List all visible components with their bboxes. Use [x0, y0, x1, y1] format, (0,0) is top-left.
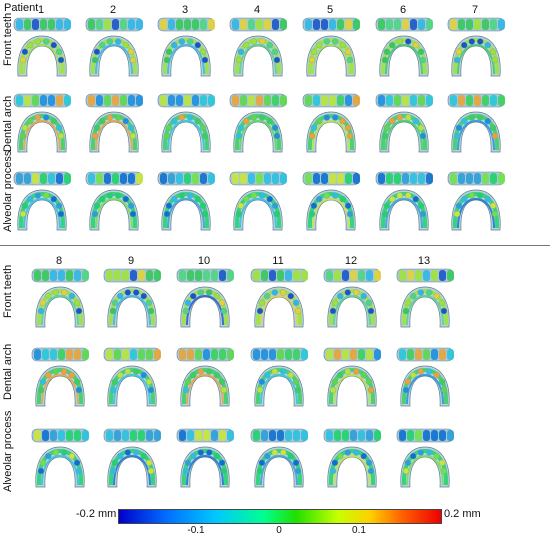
- colorbar-max-label: 0.2 mm: [444, 508, 481, 520]
- arch-deviation-map: [100, 427, 164, 491]
- patient-number: 11: [272, 255, 284, 267]
- patient-number: 4: [253, 4, 261, 16]
- patient-number: 13: [417, 255, 431, 267]
- colorbar-tick: 0: [276, 525, 282, 536]
- arch-deviation-map: [247, 427, 311, 491]
- patient-number: 9: [127, 255, 135, 267]
- arch-deviation-map: [444, 16, 508, 80]
- arch-deviation-map: [393, 346, 457, 410]
- arch-deviation-map: [10, 16, 74, 80]
- arch-deviation-map: [247, 267, 311, 331]
- arch-deviation-map: [320, 346, 384, 410]
- row-label: Alveolar process: [2, 150, 14, 232]
- patient-number: 7: [471, 4, 479, 16]
- arch-deviation-map: [372, 170, 436, 234]
- arch-deviation-map: [226, 16, 290, 80]
- patient-number: 1: [37, 4, 45, 16]
- arch-deviation-map: [28, 267, 92, 331]
- arch-deviation-map: [82, 170, 146, 234]
- patient-number: 12: [344, 255, 358, 267]
- row-label: Dental arch: [2, 343, 14, 400]
- row-label: Alveolar process: [2, 410, 14, 492]
- arch-deviation-map: [28, 427, 92, 491]
- arch-deviation-map: [100, 267, 164, 331]
- arch-deviation-map: [154, 92, 218, 156]
- row-label: Front teeth: [2, 12, 14, 66]
- row-label: Front teeth: [2, 264, 14, 318]
- arch-deviation-map: [100, 346, 164, 410]
- arch-deviation-map: [444, 92, 508, 156]
- patient-header-label: Patient: [4, 2, 39, 14]
- arch-deviation-map: [320, 267, 384, 331]
- patient-number: 3: [181, 4, 189, 16]
- arch-deviation-map: [444, 170, 508, 234]
- arch-deviation-map: [226, 92, 290, 156]
- patient-number: 2: [109, 4, 117, 16]
- arch-deviation-map: [154, 16, 218, 80]
- arch-deviation-map: [372, 16, 436, 80]
- arch-deviation-map: [299, 170, 363, 234]
- patient-number: 6: [399, 4, 407, 16]
- arch-deviation-map: [173, 346, 237, 410]
- arch-deviation-map: [393, 427, 457, 491]
- arch-deviation-map: [82, 92, 146, 156]
- arch-deviation-map: [247, 346, 311, 410]
- arch-deviation-map: [10, 170, 74, 234]
- colorbar-min-label: -0.2 mm: [76, 508, 117, 520]
- panel-divider: [0, 245, 550, 246]
- arch-deviation-map: [10, 92, 74, 156]
- arch-deviation-map: [372, 92, 436, 156]
- arch-deviation-map: [299, 92, 363, 156]
- patient-number: 5: [326, 4, 334, 16]
- colorbar-tick: -0.1: [187, 525, 205, 536]
- row-label: Dental arch: [2, 95, 14, 152]
- arch-deviation-map: [320, 427, 384, 491]
- patient-number: 8: [55, 255, 63, 267]
- arch-deviation-map: [173, 267, 237, 331]
- colorbar-tick: 0.1: [352, 525, 366, 536]
- arch-deviation-map: [393, 267, 457, 331]
- arch-deviation-map: [154, 170, 218, 234]
- arch-deviation-map: [28, 346, 92, 410]
- arch-deviation-map: [299, 16, 363, 80]
- arch-deviation-map: [226, 170, 290, 234]
- arch-deviation-map: [82, 16, 146, 80]
- colorbar-gradient: [118, 509, 442, 524]
- patient-number: 10: [197, 255, 211, 267]
- arch-deviation-map: [173, 427, 237, 491]
